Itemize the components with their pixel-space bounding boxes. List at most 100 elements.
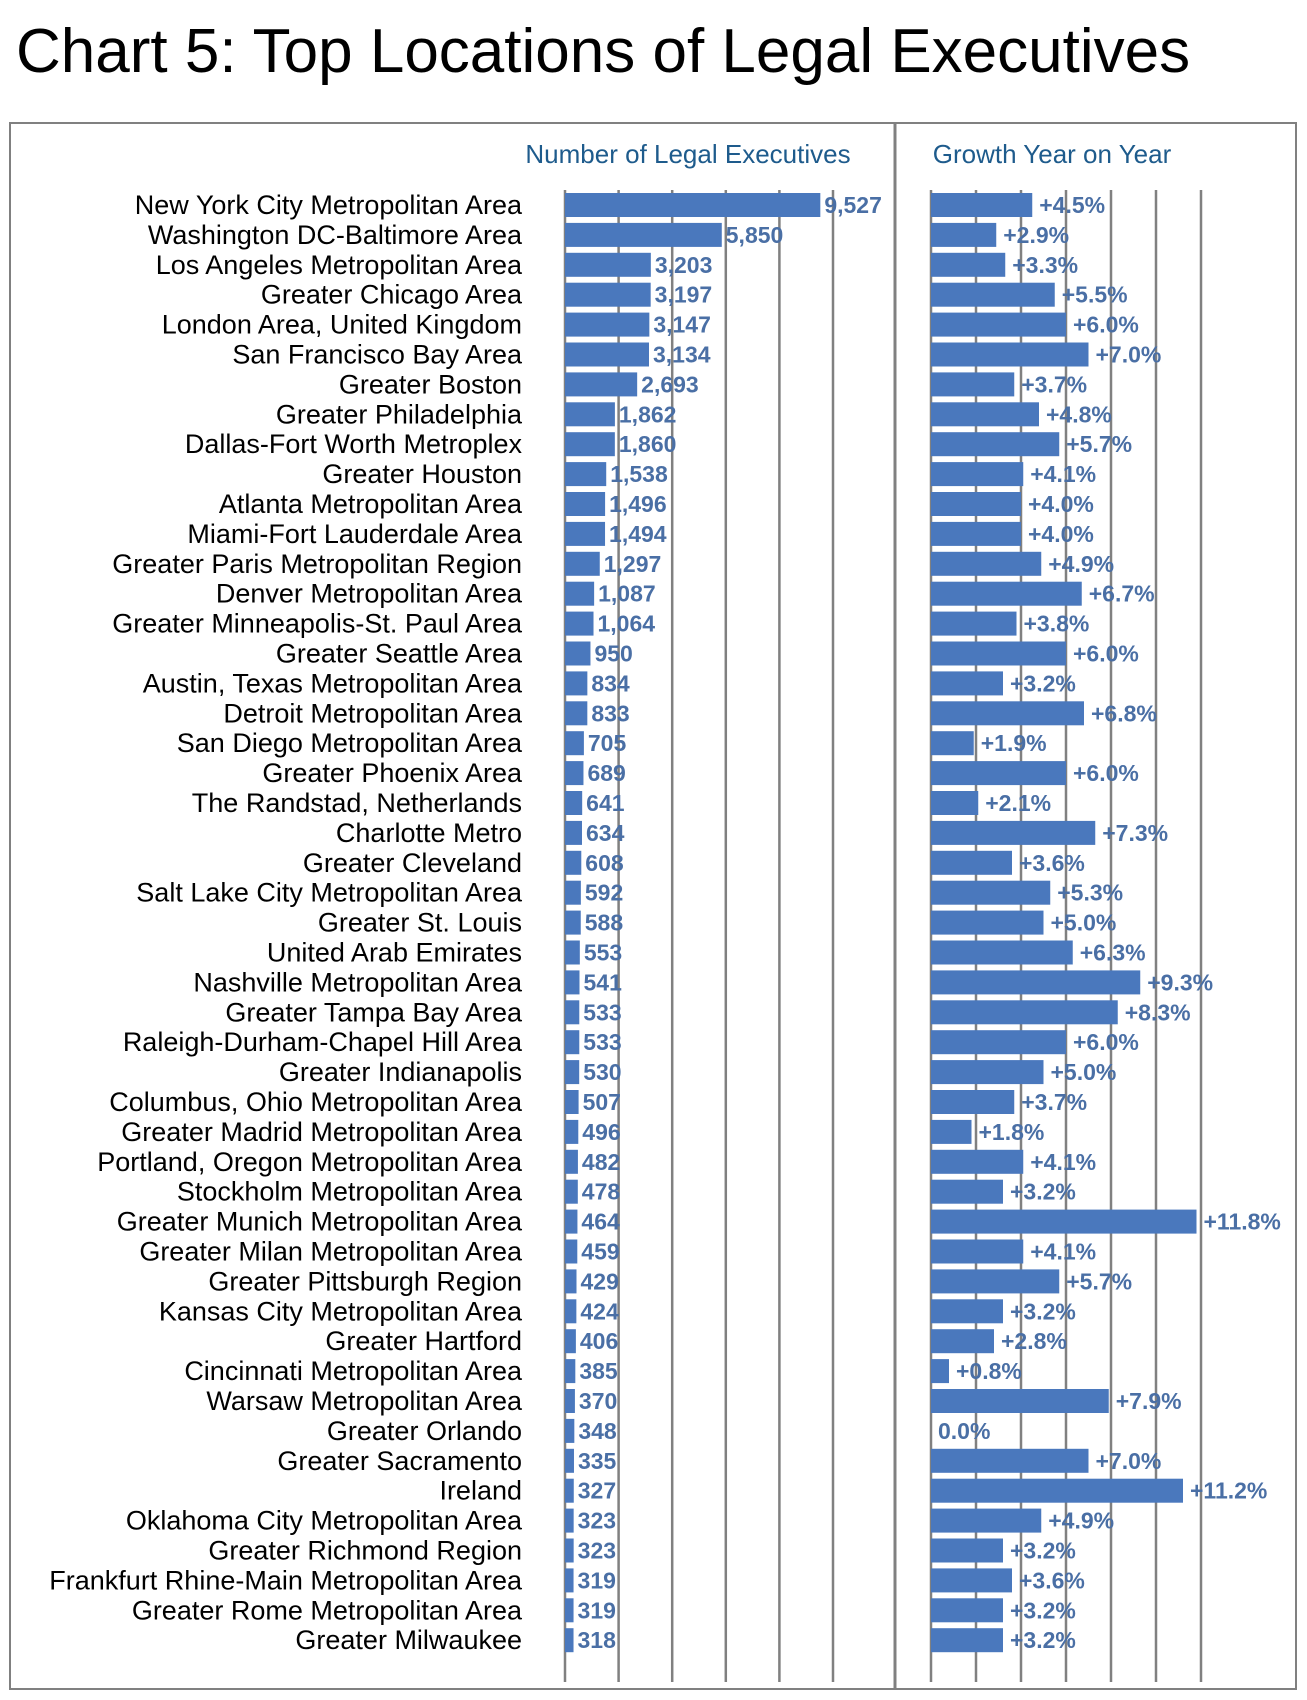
count-value-label: 588 — [585, 910, 624, 936]
growth-bar — [931, 731, 974, 756]
growth-value-label: +5.0% — [1051, 1059, 1117, 1085]
category-label: Greater Tampa Bay Area — [225, 997, 523, 1027]
count-value-label: 533 — [583, 999, 621, 1025]
growth-value-label: 0.0% — [938, 1418, 990, 1444]
count-value-label: 634 — [586, 820, 625, 846]
growth-bar — [931, 1478, 1183, 1503]
count-bar — [565, 1179, 578, 1204]
count-value-label: 533 — [583, 1029, 621, 1055]
count-bar — [565, 282, 651, 307]
category-label: Kansas City Metropolitan Area — [159, 1296, 523, 1326]
count-value-label: 319 — [578, 1597, 616, 1623]
count-bar — [565, 820, 582, 845]
count-bar — [565, 432, 615, 457]
growth-value-label: +11.8% — [1204, 1209, 1281, 1235]
growth-bar — [931, 193, 1033, 217]
growth-bar — [931, 222, 997, 247]
category-label: Detroit Metropolitan Area — [223, 698, 523, 728]
growth-bar — [931, 880, 1051, 905]
category-label: Greater Hartford — [325, 1326, 522, 1356]
count-value-label: 327 — [578, 1478, 616, 1504]
growth-bar — [931, 1119, 972, 1144]
count-bar — [565, 1000, 580, 1025]
count-bar — [565, 1030, 580, 1055]
count-value-label: 318 — [578, 1627, 617, 1653]
growth-value-label: +7.0% — [1096, 342, 1162, 368]
count-value-label: 834 — [591, 670, 630, 696]
count-value-label: 5,850 — [726, 222, 784, 248]
count-value-label: 530 — [583, 1059, 621, 1085]
count-bar — [565, 1389, 575, 1413]
growth-bar — [931, 761, 1066, 786]
growth-value-label: +3.3% — [1012, 252, 1078, 278]
category-label: Charlotte Metro — [336, 818, 522, 848]
growth-bar — [931, 1628, 1003, 1653]
growth-value-label: +3.7% — [1021, 1089, 1087, 1115]
count-value-label: 478 — [582, 1179, 621, 1205]
count-value-label: 385 — [579, 1358, 618, 1384]
category-label: Greater Cleveland — [303, 848, 522, 878]
count-bar — [565, 910, 581, 935]
count-bar — [565, 1209, 578, 1234]
category-label: Greater Houston — [322, 459, 522, 489]
growth-bar — [931, 1389, 1109, 1413]
count-bar — [565, 342, 649, 367]
growth-value-label: +3.6% — [1019, 1567, 1085, 1593]
growth-value-label: +1.9% — [981, 730, 1047, 756]
category-label: Greater Paris Metropolitan Region — [112, 549, 522, 579]
count-bar — [565, 1418, 575, 1443]
count-bar — [565, 1628, 574, 1653]
count-bar — [565, 1478, 574, 1503]
category-label: Austin, Texas Metropolitan Area — [143, 668, 523, 698]
count-value-label: 641 — [586, 790, 625, 816]
growth-value-label: +3.2% — [1010, 1538, 1076, 1564]
growth-value-label: +3.6% — [1019, 850, 1085, 876]
count-bar — [565, 641, 591, 666]
count-value-label: 1,064 — [598, 611, 656, 637]
count-bar — [565, 970, 580, 995]
category-label: Denver Metropolitan Area — [216, 579, 523, 609]
growth-value-label: +7.3% — [1102, 820, 1168, 846]
count-bar — [565, 521, 606, 546]
growth-value-label: +5.3% — [1057, 880, 1123, 906]
count-bar — [565, 731, 584, 756]
growth-value-label: +3.2% — [1010, 1179, 1076, 1205]
growth-bar — [931, 1538, 1003, 1563]
count-bar — [565, 1568, 574, 1593]
growth-bar — [931, 1269, 1060, 1294]
category-label: Greater St. Louis — [318, 908, 522, 938]
category-label: Nashville Metropolitan Area — [193, 967, 523, 997]
category-label: Stockholm Metropolitan Area — [177, 1177, 523, 1207]
growth-value-label: +3.2% — [1010, 1597, 1076, 1623]
count-value-label: 3,147 — [653, 312, 711, 338]
growth-value-label: +11.2% — [1190, 1478, 1267, 1504]
count-bar — [565, 1598, 574, 1623]
growth-bar — [931, 1000, 1118, 1025]
category-label: Dallas-Fort Worth Metroplex — [185, 429, 523, 459]
growth-bar — [931, 791, 979, 815]
count-value-label: 3,203 — [655, 252, 713, 278]
growth-value-label: +3.2% — [1010, 1627, 1076, 1653]
growth-value-label: +7.9% — [1116, 1388, 1182, 1414]
count-value-label: 1,087 — [598, 581, 656, 607]
growth-value-label: +6.0% — [1073, 760, 1139, 786]
growth-bar — [931, 1568, 1012, 1593]
count-bar — [565, 761, 584, 786]
count-bar — [565, 671, 588, 696]
growth-value-label: +2.9% — [1003, 222, 1069, 248]
count-value-label: 1,538 — [610, 461, 668, 487]
count-bar — [565, 551, 600, 576]
category-label: Los Angeles Metropolitan Area — [156, 250, 523, 280]
growth-value-label: +3.2% — [1010, 1298, 1076, 1324]
category-label: Greater Rome Metropolitan Area — [132, 1595, 523, 1625]
category-label: Greater Sacramento — [277, 1446, 522, 1476]
count-bar — [565, 1119, 579, 1144]
growth-bar — [931, 850, 1012, 875]
growth-value-label: +4.9% — [1048, 1508, 1114, 1534]
count-bar — [565, 1448, 574, 1473]
count-bar — [565, 462, 607, 487]
growth-value-label: +0.8% — [956, 1358, 1022, 1384]
growth-bar — [931, 1508, 1042, 1533]
count-bar — [565, 1329, 576, 1354]
category-label: Frankfurt Rhine-Main Metropolitan Area — [49, 1565, 523, 1595]
